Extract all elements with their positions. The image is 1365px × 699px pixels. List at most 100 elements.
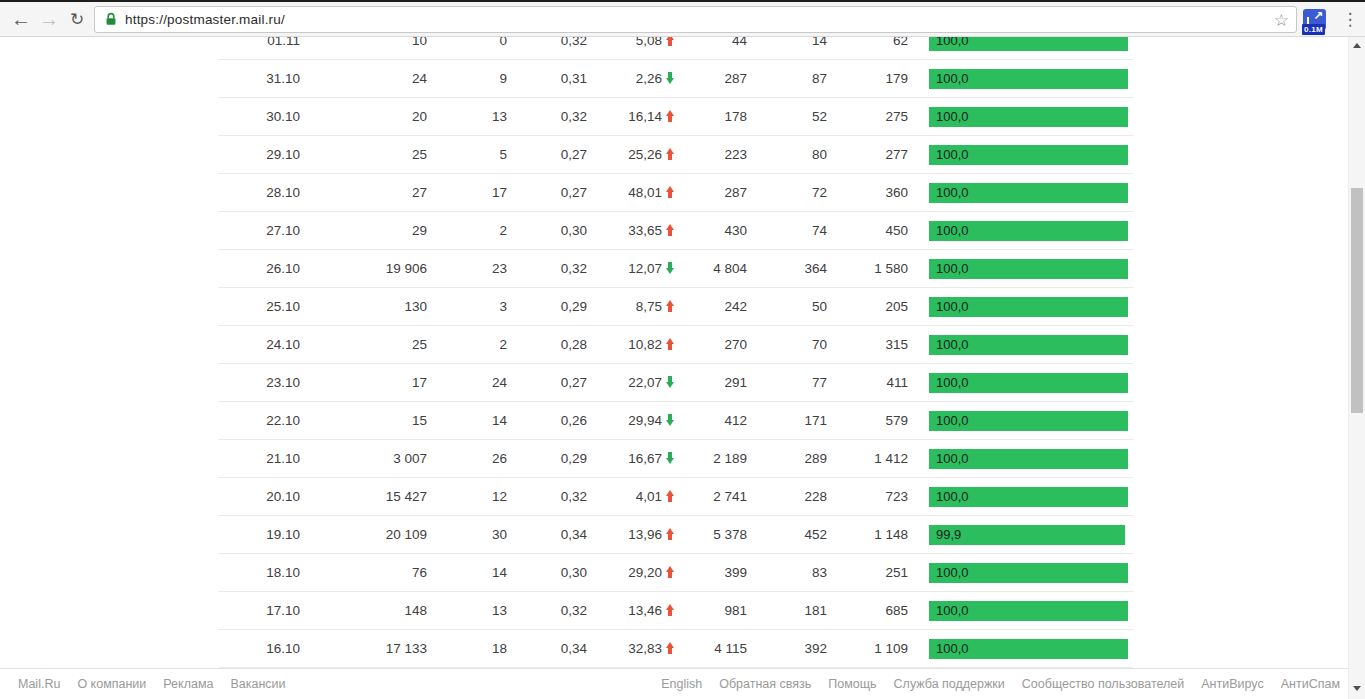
delivery-bar-track: 100,0 (929, 411, 1128, 431)
value-cell-5: 5 378 (677, 527, 747, 542)
footer-link[interactable]: АнтиСпам (1281, 677, 1340, 691)
footer-link[interactable]: Реклама (163, 677, 213, 691)
delivery-bar-track: 100,0 (929, 639, 1128, 659)
table-row: 29.10 25 5 0,27 25,26 223 80 277 100,0 (218, 136, 1133, 174)
date-cell: 28.10 (218, 185, 300, 200)
delivery-bar-track: 100,0 (929, 487, 1128, 507)
table-row: 27.10 29 2 0,30 33,65 430 74 450 100,0 (218, 212, 1133, 250)
address-bar[interactable]: https://postmaster.mail.ru/ ☆ (94, 6, 1297, 33)
date-cell: 31.10 (218, 71, 300, 86)
url-input[interactable]: https://postmaster.mail.ru/ (125, 12, 285, 27)
delivery-bar: 100,0 (929, 37, 1128, 51)
value-cell-7: 685 (827, 603, 908, 618)
back-button[interactable]: ← (6, 2, 36, 36)
value-cell-1: 17 133 (300, 641, 427, 656)
delivery-bar: 100,0 (929, 335, 1128, 355)
delivery-bar-track: 100,0 (929, 183, 1128, 203)
table-row: 19.10 20 109 30 0,34 13,96 5 378 452 1 1… (218, 516, 1133, 554)
value-cell-6: 364 (747, 261, 827, 276)
delivery-bar-label: 100,0 (929, 223, 969, 238)
delivery-bar-label: 100,0 (929, 451, 969, 466)
value-cell-1: 148 (300, 603, 427, 618)
value-cell-2: 12 (427, 489, 507, 504)
scrollbar-thumb[interactable] (1351, 188, 1363, 413)
value-cell-6: 181 (747, 603, 827, 618)
value-cell-7: 1 148 (827, 527, 908, 542)
value-cell-5: 2 741 (677, 489, 747, 504)
delivery-bar-label: 100,0 (929, 603, 969, 618)
delivery-bar: 100,0 (929, 259, 1128, 279)
delivery-bar-track: 100,0 (929, 601, 1128, 621)
trend-up-icon (662, 338, 677, 350)
footer-link[interactable]: Сообщество пользователей (1022, 677, 1184, 691)
value-cell-5: 4 804 (677, 261, 747, 276)
value-cell-2: 30 (427, 527, 507, 542)
footer-right-links: English Обратная связь Помощь Служба поддер… (661, 677, 1340, 691)
delivery-bar-track: 100,0 (929, 221, 1128, 241)
value-cell-3: 0,26 (507, 413, 587, 428)
delivery-bar: 99,9 (929, 525, 1125, 545)
date-cell: 01.11 (218, 37, 300, 48)
date-cell: 27.10 (218, 223, 300, 238)
footer-link[interactable]: АнтиВирус (1201, 677, 1263, 691)
trend-up-icon (662, 490, 677, 502)
delivery-bar: 100,0 (929, 487, 1128, 507)
trend-down-icon (662, 72, 677, 84)
footer-link[interactable]: Вакансии (230, 677, 285, 691)
value-cell-7: 251 (827, 565, 908, 580)
value-cell-7: 277 (827, 147, 908, 162)
value-cell-5: 242 (677, 299, 747, 314)
value-cell-3: 0,29 (507, 299, 587, 314)
footer-link[interactable]: О компании (77, 677, 146, 691)
value-cell-6: 87 (747, 71, 827, 86)
value-cell-3: 0,32 (507, 603, 587, 618)
value-cell-2: 26 (427, 451, 507, 466)
value-cell-7: 179 (827, 71, 908, 86)
chrome-menu-button[interactable]: ⋮ (1338, 2, 1362, 36)
delivery-bar: 100,0 (929, 183, 1128, 203)
https-lock-icon[interactable] (105, 12, 117, 27)
date-cell: 30.10 (218, 109, 300, 124)
trend-value-cell: 48,01 (587, 185, 662, 200)
footer-link[interactable]: English (661, 677, 702, 691)
date-cell: 23.10 (218, 375, 300, 390)
footer-link[interactable]: Mail.Ru (18, 677, 60, 691)
date-cell: 25.10 (218, 299, 300, 314)
delivery-bar-track: 100,0 (929, 69, 1128, 89)
reload-button[interactable]: ↻ (62, 2, 92, 36)
value-cell-6: 77 (747, 375, 827, 390)
value-cell-1: 24 (300, 71, 427, 86)
delivery-bar-label: 100,0 (929, 185, 969, 200)
footer-left-links: Mail.Ru О компании Реклама Вакансии (18, 677, 286, 691)
value-cell-1: 15 427 (300, 489, 427, 504)
trend-up-icon (662, 224, 677, 236)
value-cell-5: 223 (677, 147, 747, 162)
footer-link[interactable]: Обратная связь (719, 677, 811, 691)
footer-link[interactable]: Служба поддержки (894, 677, 1005, 691)
scrollbar-down-arrow-icon[interactable] (1353, 686, 1361, 691)
delivery-bar-label: 100,0 (929, 261, 969, 276)
delivery-bar-track: 100,0 (929, 563, 1128, 583)
value-cell-3: 0,30 (507, 565, 587, 580)
value-cell-5: 981 (677, 603, 747, 618)
forward-button[interactable]: → (34, 2, 64, 36)
table-row: 26.10 19 906 23 0,32 12,07 4 804 364 1 5… (218, 250, 1133, 288)
scrollbar-up-arrow-icon[interactable] (1353, 43, 1361, 48)
value-cell-3: 0,34 (507, 527, 587, 542)
value-cell-3: 0,28 (507, 337, 587, 352)
value-cell-1: 15 (300, 413, 427, 428)
table-row: 17.10 148 13 0,32 13,46 981 181 685 100,… (218, 592, 1133, 630)
table-row: 16.10 17 133 18 0,34 32,83 4 115 392 1 1… (218, 630, 1133, 668)
bookmark-star-icon[interactable]: ☆ (1274, 11, 1289, 28)
date-cell: 22.10 (218, 413, 300, 428)
footer-link[interactable]: Помощь (828, 677, 876, 691)
value-cell-1: 25 (300, 147, 427, 162)
table-row: 20.10 15 427 12 0,32 4,01 2 741 228 723 … (218, 478, 1133, 516)
delivery-bar-label: 100,0 (929, 71, 969, 86)
extension-badge: 0.1M (1302, 24, 1325, 35)
vertical-scrollbar[interactable] (1348, 37, 1365, 699)
date-cell: 17.10 (218, 603, 300, 618)
value-cell-1: 27 (300, 185, 427, 200)
value-cell-7: 411 (827, 375, 908, 390)
table-row: 25.10 130 3 0,29 8,75 242 50 205 100,0 (218, 288, 1133, 326)
